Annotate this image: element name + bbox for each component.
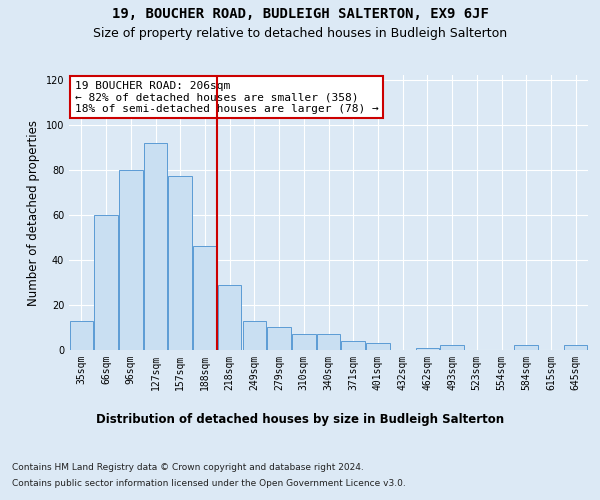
Bar — [218, 284, 241, 350]
Bar — [564, 346, 587, 350]
Text: 19 BOUCHER ROAD: 206sqm
← 82% of detached houses are smaller (358)
18% of semi-d: 19 BOUCHER ROAD: 206sqm ← 82% of detache… — [74, 80, 379, 114]
Bar — [70, 320, 93, 350]
Bar — [119, 170, 143, 350]
Text: 19, BOUCHER ROAD, BUDLEIGH SALTERTON, EX9 6JF: 19, BOUCHER ROAD, BUDLEIGH SALTERTON, EX… — [112, 8, 488, 22]
Text: Contains public sector information licensed under the Open Government Licence v3: Contains public sector information licen… — [12, 479, 406, 488]
Bar — [94, 215, 118, 350]
Bar — [292, 334, 316, 350]
Bar — [366, 343, 389, 350]
Y-axis label: Number of detached properties: Number of detached properties — [27, 120, 40, 306]
Bar — [440, 346, 464, 350]
Bar — [169, 176, 192, 350]
Bar — [416, 348, 439, 350]
Text: Distribution of detached houses by size in Budleigh Salterton: Distribution of detached houses by size … — [96, 412, 504, 426]
Text: Size of property relative to detached houses in Budleigh Salterton: Size of property relative to detached ho… — [93, 28, 507, 40]
Text: Contains HM Land Registry data © Crown copyright and database right 2024.: Contains HM Land Registry data © Crown c… — [12, 462, 364, 471]
Bar — [242, 320, 266, 350]
Bar — [317, 334, 340, 350]
Bar — [193, 246, 217, 350]
Bar — [268, 328, 291, 350]
Bar — [144, 142, 167, 350]
Bar — [341, 341, 365, 350]
Bar — [514, 346, 538, 350]
